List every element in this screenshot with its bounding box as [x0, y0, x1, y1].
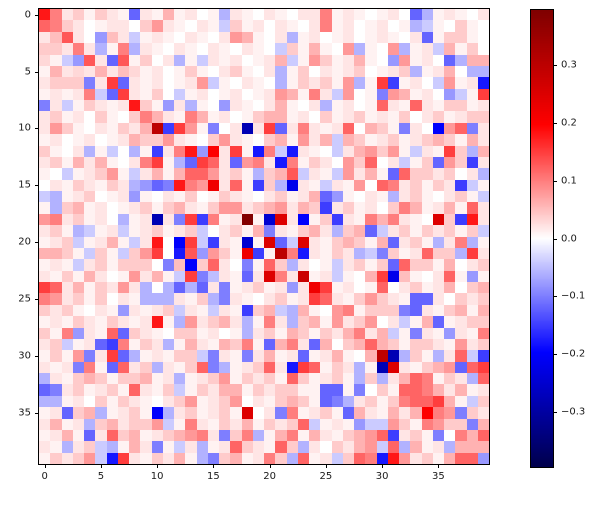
x-tick-label: 35: [432, 471, 445, 482]
colorbar-tick-label: 0.1: [561, 175, 577, 187]
heatmap-canvas: [39, 9, 489, 464]
colorbar-tick-mark: [554, 238, 557, 240]
colorbar-tick-mark: [554, 180, 557, 182]
x-tick-mark: [44, 465, 46, 468]
y-tick-label: 25: [18, 293, 31, 305]
y-tick-label: 0: [24, 9, 31, 21]
colorbar-canvas: [531, 10, 553, 467]
x-tick-mark: [325, 465, 327, 468]
y-tick-mark: [35, 71, 38, 73]
x-tick-mark: [382, 465, 384, 468]
x-tick-mark: [269, 465, 271, 468]
y-tick-label: 5: [24, 66, 31, 78]
x-tick-label: 25: [319, 471, 333, 482]
y-tick-mark: [35, 128, 38, 130]
colorbar: [530, 9, 554, 468]
x-tick-label: 10: [150, 471, 164, 482]
y-tick-label: 15: [18, 179, 31, 191]
y-tick-label: 30: [18, 350, 31, 362]
y-tick-label: 20: [18, 236, 31, 248]
y-tick-mark: [35, 14, 38, 16]
colorbar-tick-mark: [554, 412, 557, 414]
x-tick-label: 20: [263, 471, 276, 482]
colorbar-tick-label: −0.2: [561, 348, 586, 360]
y-tick-mark: [35, 185, 38, 187]
colorbar-tick-mark: [554, 354, 557, 356]
y-tick-label: 10: [18, 122, 31, 134]
colorbar-tick-label: 0.2: [561, 117, 577, 129]
x-tick-mark: [438, 465, 440, 468]
x-tick-label: 30: [375, 471, 389, 482]
colorbar-tick-label: 0.0: [561, 233, 577, 244]
y-tick-mark: [35, 299, 38, 301]
x-tick-label: 15: [207, 471, 220, 482]
y-tick-label: 35: [18, 407, 31, 419]
colorbar-tick-label: −0.1: [561, 290, 586, 302]
x-tick-label: 0: [41, 471, 48, 482]
x-tick-mark: [213, 465, 215, 468]
y-tick-mark: [35, 355, 38, 357]
colorbar-tick-label: 0.3: [561, 59, 577, 71]
x-tick-label: 5: [97, 471, 105, 482]
colorbar-tick-mark: [554, 64, 557, 66]
x-tick-mark: [157, 465, 159, 468]
colorbar-tick-label: −0.3: [561, 406, 586, 418]
heatmap-plot-area: [38, 8, 490, 465]
colorbar-tick-mark: [554, 296, 557, 298]
y-tick-mark: [35, 242, 38, 244]
colorbar-tick-mark: [554, 122, 557, 124]
y-tick-mark: [35, 412, 38, 414]
x-tick-mark: [100, 465, 102, 468]
